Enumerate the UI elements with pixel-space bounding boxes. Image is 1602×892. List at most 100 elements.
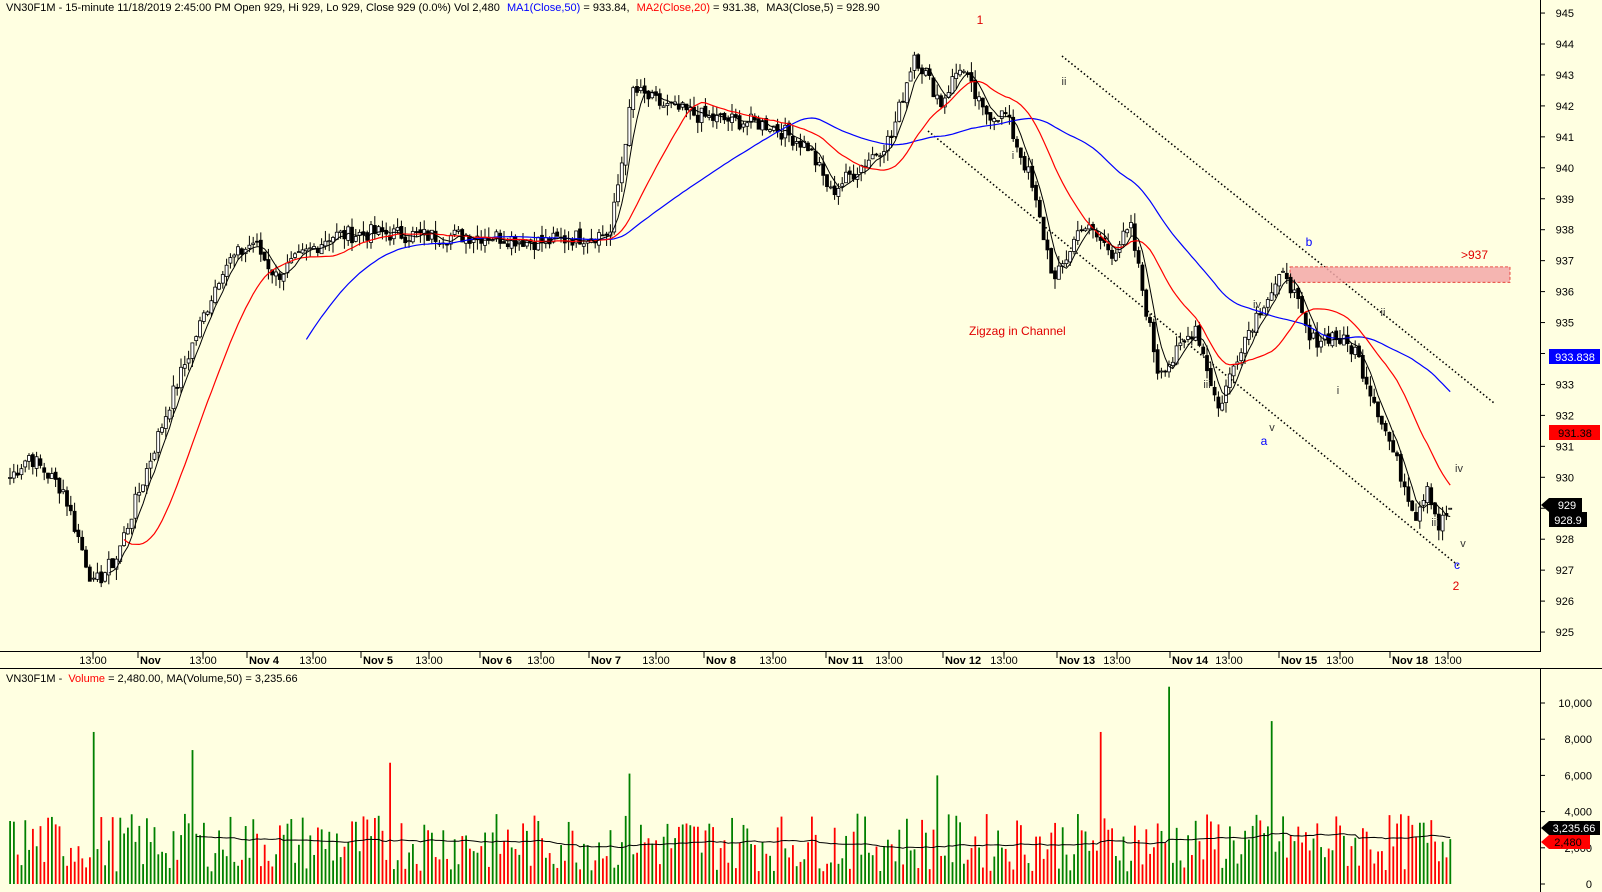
candle-body	[429, 229, 434, 240]
candle-body	[99, 571, 104, 584]
volume-bar	[947, 814, 950, 884]
candle-body	[768, 129, 772, 132]
volume-bar	[381, 830, 384, 884]
volume-bar	[890, 844, 893, 884]
volume-bar	[674, 838, 676, 884]
volume-bar	[434, 857, 437, 884]
candle-body	[999, 110, 1004, 119]
volume-bar	[1362, 828, 1364, 884]
candle-body	[923, 70, 928, 76]
candle-body	[46, 472, 50, 479]
candle-body	[1231, 365, 1236, 377]
candle-body	[1364, 376, 1369, 385]
volume-bar	[104, 865, 106, 884]
volume-bar	[1149, 853, 1151, 884]
candle-body	[1311, 332, 1316, 339]
volume-bar	[244, 826, 247, 884]
volume-bar	[704, 830, 707, 884]
volume-bar	[533, 815, 536, 884]
candle-body	[760, 120, 765, 131]
candle-body	[148, 460, 153, 469]
candle-body	[961, 70, 966, 73]
vol-badge-text: 2,480	[1554, 837, 1582, 849]
candle-body	[201, 312, 206, 322]
time-tick-label: 13:00	[1326, 655, 1354, 667]
candle-body	[433, 230, 438, 242]
candle-body	[277, 273, 282, 280]
volume-bar	[1039, 836, 1041, 884]
volume-bar	[1126, 871, 1129, 884]
candle-body	[627, 106, 632, 146]
volume-bar	[845, 835, 847, 884]
volume-bar	[1263, 833, 1265, 884]
volume-bar	[556, 867, 559, 884]
volume-bar	[1301, 842, 1303, 884]
volume-bar	[1004, 848, 1007, 884]
candle-body	[1410, 500, 1415, 511]
candle-body	[1334, 330, 1339, 341]
volume-bar	[111, 817, 114, 884]
volume-bar	[484, 832, 486, 884]
time-tick-label: Nov 5	[363, 655, 393, 667]
time-tick-label: 13:00	[759, 655, 787, 667]
volume-bar	[670, 848, 673, 884]
time-tick-label: 13:00	[1434, 655, 1462, 667]
candle-body	[1281, 270, 1285, 273]
candle-body	[304, 248, 309, 252]
candle-body	[1208, 368, 1213, 387]
candle-body	[988, 112, 993, 121]
volume-bar	[1115, 856, 1117, 884]
volume-bar	[1289, 835, 1292, 884]
candle-body	[281, 273, 286, 282]
wave-labels: 1 2 a b c i ii iii iv v i ii iii iv v	[977, 13, 1467, 593]
wave-label-i-a: i	[1012, 150, 1014, 162]
volume-bar	[1236, 863, 1239, 884]
ma50-badge-text: 933.838	[1555, 352, 1595, 364]
candle-body	[1186, 335, 1190, 340]
volume-bar	[1430, 820, 1433, 884]
candle-body	[76, 529, 81, 538]
candle-body	[1368, 385, 1373, 397]
candle-body	[813, 150, 818, 166]
volume-bar	[1099, 731, 1102, 884]
volume-bar	[586, 845, 589, 884]
candle-body	[897, 101, 902, 122]
candle-body	[262, 251, 267, 261]
volume-bar	[1293, 841, 1296, 884]
volume-bar	[514, 848, 517, 884]
candle-body	[1227, 373, 1232, 388]
candle-body	[129, 518, 134, 529]
volume-bar	[1027, 863, 1030, 884]
wave-label-ii-a: ii	[1062, 76, 1067, 88]
candle-body	[657, 93, 662, 106]
volume-bar	[305, 868, 308, 884]
candle-body	[692, 106, 696, 116]
candle-body	[57, 477, 62, 494]
volume-bar	[172, 831, 175, 884]
price-tick-label: 944	[1556, 39, 1574, 51]
volume-bar	[415, 863, 418, 884]
time-tick-label: Nov 15	[1281, 655, 1317, 667]
candle-body	[513, 235, 518, 247]
volume-bar	[1251, 825, 1254, 884]
price-tick-label: 928	[1556, 534, 1574, 546]
time-tick-label: 13:00	[79, 655, 107, 667]
volume-bar	[336, 833, 338, 884]
candle-body	[224, 264, 229, 277]
ma5-badge-text: 928.9	[1554, 515, 1582, 527]
candle-body	[247, 244, 252, 249]
volume-bar	[1080, 830, 1083, 884]
volume-bar	[1445, 857, 1448, 884]
volume-bar	[871, 855, 874, 884]
candle-body	[217, 283, 221, 290]
time-tick-label: Nov 18	[1392, 655, 1428, 667]
wave-label-iv-a: iv	[1253, 299, 1261, 311]
time-tick-label: Nov 12	[945, 655, 981, 667]
candle-body	[825, 174, 829, 188]
candle-body	[426, 230, 430, 241]
candle-body	[110, 558, 115, 569]
volume-bar	[450, 869, 452, 884]
volume-bar	[1058, 868, 1060, 884]
candle-body	[1307, 324, 1312, 341]
volume-bar	[400, 823, 403, 884]
